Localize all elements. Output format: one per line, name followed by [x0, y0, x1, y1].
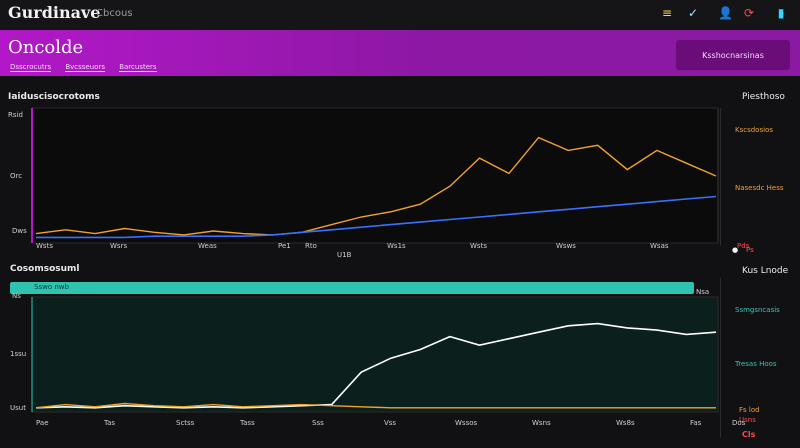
bottom-y-mid: 1ssu: [10, 350, 27, 358]
top-tick-4: Pe1: [278, 242, 291, 250]
bottom-panel-title: Cosomsosuml: [10, 264, 80, 274]
bottom-legend-red: Usns: [739, 416, 756, 424]
top-pill-icon: ●: [732, 246, 739, 254]
bottom-panel-right-title: Kus Lnode: [742, 266, 789, 276]
bottom-y-top: Ns: [12, 292, 21, 300]
header-action-button[interactable]: Ksshocnarsinas: [676, 40, 790, 70]
bottom-tick-1: Pae: [36, 419, 49, 427]
top-tick-5: Rto: [305, 242, 317, 250]
top-tick-2: Wsrs: [110, 242, 128, 250]
top-chart-area: [31, 107, 719, 244]
top-series-gold-line: [35, 136, 717, 236]
y-label-mid: Orc: [10, 172, 23, 180]
top-tick-3: Weas: [198, 242, 217, 250]
bottom-tick-3: Sctss: [176, 419, 195, 427]
bottom-status-value: Nsa: [696, 288, 710, 296]
bottom-legend-yellow: Fs lod: [739, 406, 760, 414]
refresh-icon[interactable]: ⟳: [743, 6, 755, 20]
top-tick-6: Ws1s: [387, 242, 406, 250]
top-legend-gold: Kscsdosios: [735, 126, 773, 134]
app-subtitle: Cbcous: [96, 8, 133, 19]
bottom-right-badge: Cls: [742, 430, 756, 439]
bottom-series-white-line: [35, 322, 717, 409]
user-icon[interactable]: 👤: [718, 6, 733, 20]
crumb-2[interactable]: Bvcsseuors: [65, 63, 105, 72]
crumb-3[interactable]: Barcusters: [119, 63, 157, 72]
bottom-tick-2: Tas: [104, 419, 116, 427]
bottom-tick-9: Ws8s: [616, 419, 635, 427]
bottom-status-bar: Sswo nwb: [10, 282, 694, 294]
bottom-tick-11: Dos: [732, 419, 746, 427]
bottom-tick-7: Wssos: [455, 419, 478, 427]
top-panel-right-title: Piesthoso: [742, 92, 785, 102]
bottom-tick-6: Vss: [384, 419, 397, 427]
page-title: Oncolde: [8, 37, 84, 58]
top-tick-7: Wsts: [470, 242, 487, 250]
bottom-tick-8: Wsns: [532, 419, 551, 427]
top-series-blue-line: [36, 195, 717, 239]
breadcrumb: Dsscrocutrs Bvcsseuors Barcusters: [10, 63, 169, 72]
bottom-legend-teal-1: Ssmgsncasis: [735, 306, 780, 314]
bottom-tick-5: Sss: [312, 419, 324, 427]
app-title: Gurdinave: [8, 3, 101, 22]
bookmark-icon[interactable]: ▮: [777, 6, 785, 20]
bottom-side-legend: Ssmgsncasis Tresas Hoos Fs lod Usns: [720, 278, 800, 438]
bottom-y-bottom: Usut: [10, 404, 26, 412]
check-icon[interactable]: ✓: [687, 6, 699, 20]
menu-icon[interactable]: ≡: [661, 6, 673, 20]
y-label-bottom: Dws: [12, 227, 27, 235]
top-tick-8: Wsws: [556, 242, 576, 250]
top-below-tick: U1B: [337, 251, 352, 259]
top-panel-title: Iaiduscisocrotoms: [8, 92, 100, 102]
bottom-tick-10: Fas: [690, 419, 702, 427]
y-label-top: Rsid: [8, 111, 23, 119]
bottom-legend-teal-2: Tresas Hoos: [735, 360, 777, 368]
top-legend-red: Pds: [737, 242, 750, 250]
top-badge: Ps: [746, 246, 754, 254]
top-side-legend: Kscsdosios Nasesdc Hess Pds: [720, 108, 800, 250]
bottom-status-label: Sswo nwb: [34, 283, 69, 291]
top-bar: Gurdinave Cbcous ≡ ✓ 👤 ⟳ ▮: [0, 0, 800, 30]
bottom-series-gold-line: [35, 402, 716, 409]
bottom-tick-4: Tass: [240, 419, 255, 427]
bottom-chart-area: [31, 296, 719, 413]
hero-header: Oncolde Dsscrocutrs Bvcsseuors Barcuster…: [0, 30, 800, 76]
top-legend-gold-2: Nasesdc Hess: [735, 184, 784, 192]
crumb-1[interactable]: Dsscrocutrs: [10, 63, 52, 72]
top-tick-9: Wsas: [650, 242, 669, 250]
top-tick-1: Wsts: [36, 242, 53, 250]
